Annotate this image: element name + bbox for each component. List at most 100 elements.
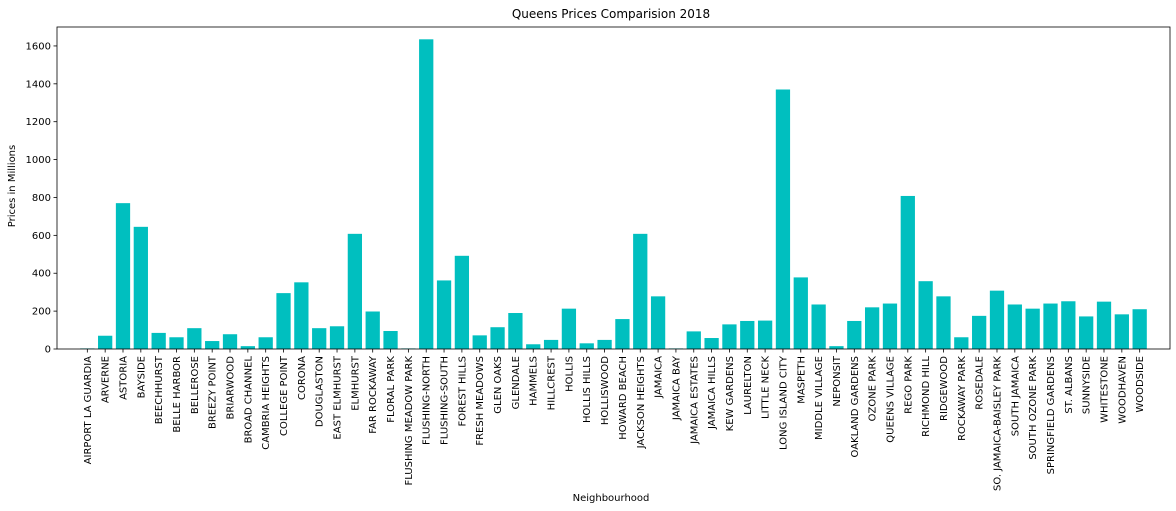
bar [1007,304,1022,349]
bar [205,341,220,349]
y-tick-label: 400 [32,269,51,280]
x-tick-label: MIDDLE VILLAGE [814,356,825,440]
x-tick-label: ROCKAWAY PARK [957,356,968,441]
bar [151,332,166,349]
x-tick-label: FLUSHING-NORTH [422,356,433,445]
x-tick-label: ARVERNE [101,356,112,403]
bar [1079,316,1094,349]
bar [757,320,773,349]
bar [1043,303,1058,349]
bar [775,89,791,349]
x-tick-label: BELLE HARBOR [172,356,183,433]
bar [98,335,113,349]
x-tick-label: LITTLE NECK [761,356,772,419]
x-tick-label: RIDGEWOOD [939,356,950,421]
x-tick-label: JAMAICA HILLS [707,356,718,430]
x-tick-label: SOUTH JAMAICA [1010,356,1021,436]
x-tick-label: JAMAICA ESTATES [689,356,700,445]
bar [383,331,398,349]
bar [187,328,202,349]
x-tick-label: BEECHHURST [154,355,165,424]
x-tick-label: BREEZY POINT [208,355,219,429]
bar [882,303,898,349]
x-tick-label: MASPETH [796,356,807,404]
x-tick-label: EAST ELMHURST [333,355,344,439]
x-tick-label: GLEN OAKS [493,356,504,414]
bar [722,324,737,349]
x-tick-label: JAMAICA [654,356,665,399]
bar [633,233,648,349]
bar [222,334,238,349]
bar [1061,301,1076,349]
bars-group [80,39,1147,349]
bar [847,320,862,349]
y-axis: 0 200 400 600 800 1000 1200 1400 1600 [26,41,57,356]
bar [240,346,255,349]
y-tick-label: 800 [32,193,51,204]
x-tick-label: AIRPORT LA GUARDIA [83,356,94,464]
x-tick-label: NEPONSIT [832,355,843,406]
x-tick-label: SPRINGFIELD GARDENS [1046,356,1057,474]
x-tick-label: OZONE PARK [868,356,879,422]
bar [972,315,987,349]
x-tick-label: HOLLIS [564,356,575,392]
bar [312,328,327,349]
x-tick-label: CAMBRIA HEIGHTS [261,356,272,450]
bar [1025,308,1040,349]
bar [276,293,291,349]
bar [811,304,826,349]
bar [1132,309,1147,349]
x-tick-label: QUEENS VILLAGE [885,356,896,443]
x-tick-label: SOUTH OZONE PARK [1028,356,1039,460]
x-tick-label: DOUGLASTON [315,356,326,427]
bar [561,308,577,349]
bar [829,346,844,349]
x-tick-label: JAMAICA BAY [671,355,682,421]
bar [329,326,345,349]
bar [1096,301,1112,349]
x-tick-label: BROAD CHANNEL [243,356,254,444]
chart-title: Queens Prices Comparision 2018 [512,7,710,21]
x-tick-label: RICHMOND HILL [921,356,932,437]
x-tick-label: FLUSHING-SOUTH [440,356,451,445]
x-tick-label: HOWARD BEACH [618,356,629,440]
bar [989,290,1005,349]
x-tick-label: ELMHURST [350,355,361,411]
y-tick-label: 600 [32,231,51,242]
x-tick-label: LONG ISLAND CITY [778,355,789,450]
plot-frame [56,26,1171,350]
x-tick-label: WOODSIDE [1135,356,1146,413]
bar [793,277,808,349]
y-tick-label: 200 [32,307,51,318]
x-tick-label: SO. JAMAICA-BAISLEY PARK [992,356,1003,491]
bar [900,195,915,349]
x-tick-label: OAKLAND GARDENS [850,356,861,457]
bar [436,280,452,349]
y-tick-label: 1400 [26,79,51,90]
bar [115,203,131,349]
bar [864,307,880,349]
bar [597,339,612,349]
x-tick-label: REGO PARK [903,356,914,414]
x-tick-label: ST. ALBANS [1064,356,1075,414]
x-tick-label: FAR ROCKAWAY [368,355,379,434]
x-tick-label: HILLCREST [547,355,558,410]
x-tick-label: COLLEGE POINT [279,355,290,436]
x-tick-label: FLUSHING MEADOW PARK [404,356,415,486]
bar [704,338,719,349]
bar [365,311,380,349]
bar [650,296,666,349]
x-tick-label: FRESH MEADOWS [475,356,486,446]
bar [258,337,273,349]
x-tick-label: GLENDALE [511,356,522,409]
bar [472,335,487,349]
bar [686,331,701,349]
x-tick-label: FOREST HILLS [457,356,468,426]
x-tick-label: BELLEROSE [190,356,201,414]
bar [1114,314,1129,349]
x-tick-label: HOLLIS HILLS [582,356,593,423]
bar [454,255,470,349]
bar [133,226,148,349]
bar [579,343,594,349]
